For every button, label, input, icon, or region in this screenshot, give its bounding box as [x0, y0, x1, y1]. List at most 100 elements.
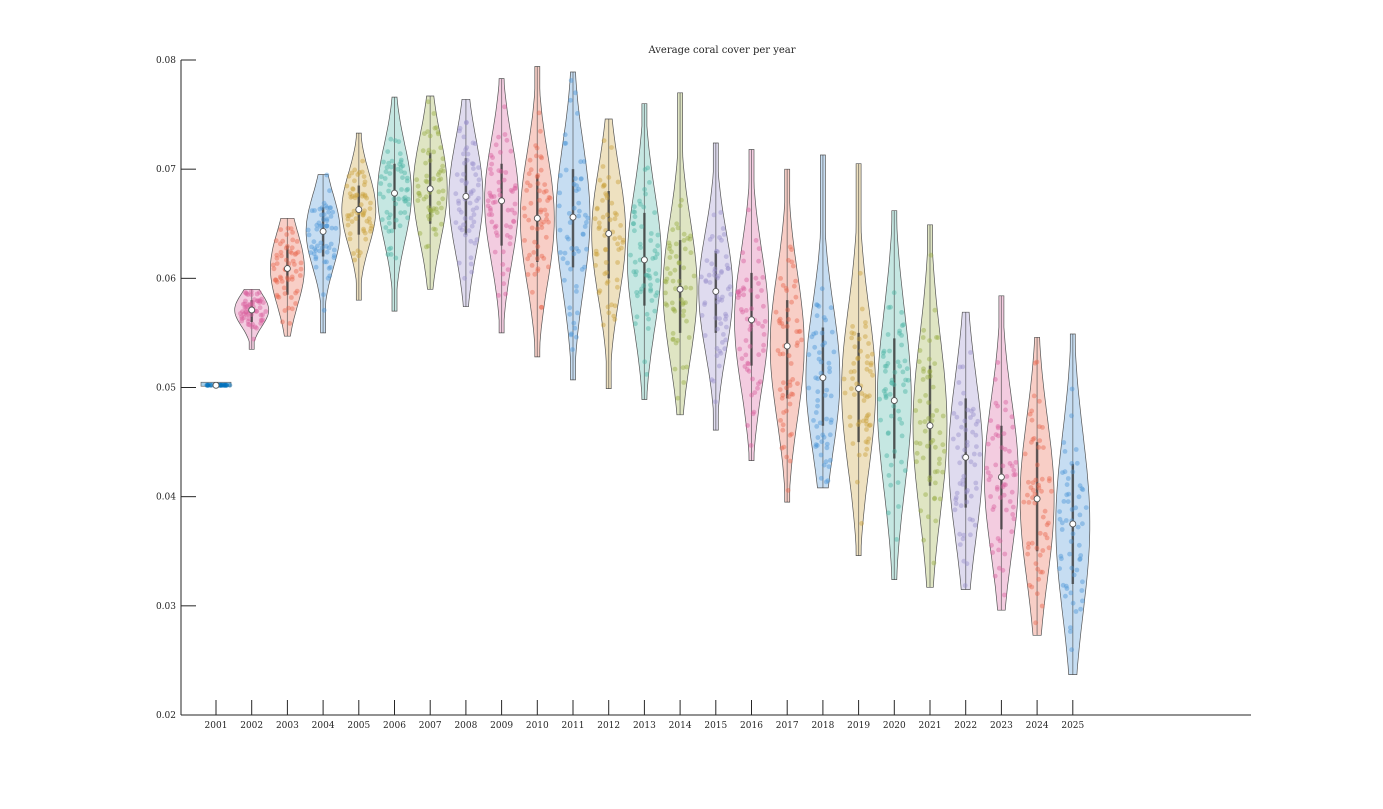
- data-point: [672, 366, 678, 372]
- data-point: [567, 305, 573, 311]
- data-point: [329, 225, 335, 231]
- data-point: [1039, 488, 1044, 494]
- data-point: [457, 125, 463, 131]
- data-point: [574, 334, 579, 340]
- data-point: [402, 210, 408, 215]
- data-point: [404, 175, 410, 181]
- y-tick-label: 0.05: [156, 384, 176, 394]
- y-tick-label: 0.08: [156, 56, 176, 66]
- data-point: [761, 342, 766, 348]
- data-point: [276, 294, 282, 300]
- data-point: [571, 251, 577, 257]
- data-point: [362, 230, 368, 236]
- violin-2002: [234, 288, 270, 350]
- data-point: [468, 191, 474, 197]
- data-point: [476, 165, 481, 171]
- data-point: [680, 313, 686, 318]
- data-point: [577, 208, 582, 214]
- data-point: [779, 395, 785, 401]
- data-point: [790, 377, 796, 382]
- data-point: [634, 314, 640, 320]
- data-point: [1071, 572, 1077, 578]
- data-point: [725, 266, 731, 271]
- data-point: [508, 187, 514, 193]
- data-point: [388, 136, 394, 142]
- data-point: [869, 351, 875, 357]
- data-point: [933, 518, 939, 524]
- data-point: [998, 495, 1003, 500]
- data-point: [277, 241, 283, 247]
- data-point: [322, 259, 327, 265]
- data-point: [423, 160, 428, 166]
- data-point: [824, 445, 830, 451]
- data-point: [576, 248, 581, 254]
- data-point: [793, 278, 798, 284]
- data-point: [968, 415, 973, 420]
- data-point: [471, 219, 477, 225]
- data-point: [886, 473, 892, 478]
- data-point: [393, 217, 399, 223]
- data-point: [784, 288, 790, 293]
- data-point: [1021, 499, 1027, 505]
- data-point: [725, 286, 731, 292]
- data-point: [748, 288, 754, 293]
- data-point: [594, 205, 600, 211]
- data-point: [351, 208, 357, 214]
- data-point: [778, 418, 783, 423]
- data-point: [464, 145, 470, 151]
- data-point: [600, 214, 606, 220]
- data-point: [886, 510, 891, 516]
- data-point: [899, 323, 905, 328]
- data-point: [806, 385, 812, 391]
- data-point: [398, 210, 404, 216]
- data-point: [580, 232, 586, 237]
- data-point: [963, 427, 969, 433]
- data-point: [399, 187, 404, 192]
- data-point: [891, 290, 897, 296]
- data-point: [601, 182, 607, 188]
- data-point: [427, 207, 433, 213]
- data-point: [612, 303, 618, 309]
- data-point: [1070, 531, 1076, 537]
- data-point: [851, 331, 857, 336]
- data-point: [812, 344, 818, 350]
- data-point: [324, 216, 330, 222]
- data-point: [282, 291, 288, 296]
- violin-2025: [1055, 333, 1091, 675]
- data-point: [248, 289, 254, 294]
- data-point: [891, 403, 897, 409]
- data-point: [638, 245, 643, 251]
- data-point: [790, 263, 796, 269]
- data-point: [996, 547, 1001, 553]
- data-point: [717, 316, 722, 321]
- data-point: [995, 403, 1000, 409]
- data-point: [997, 538, 1003, 544]
- data-point: [386, 228, 392, 234]
- data-point: [715, 326, 720, 332]
- data-point: [568, 266, 573, 272]
- data-point: [425, 243, 431, 249]
- data-point: [363, 236, 369, 242]
- data-point: [1037, 552, 1043, 558]
- data-point: [461, 171, 466, 177]
- data-point: [974, 444, 979, 449]
- data-point: [393, 255, 399, 261]
- data-point: [461, 134, 467, 140]
- violin-2006: [377, 96, 412, 312]
- data-point: [975, 418, 981, 424]
- data-point: [1001, 492, 1007, 498]
- data-point: [615, 241, 620, 247]
- data-point: [1069, 565, 1075, 571]
- data-point: [718, 350, 724, 356]
- data-point: [850, 441, 856, 446]
- median-marker: [355, 206, 363, 214]
- data-point: [313, 254, 319, 260]
- data-point: [261, 300, 266, 305]
- data-point: [544, 216, 549, 222]
- data-point: [238, 311, 243, 316]
- data-point: [714, 346, 720, 351]
- data-point: [991, 504, 997, 510]
- data-point: [603, 260, 609, 265]
- data-point: [312, 208, 317, 213]
- data-point: [927, 373, 933, 379]
